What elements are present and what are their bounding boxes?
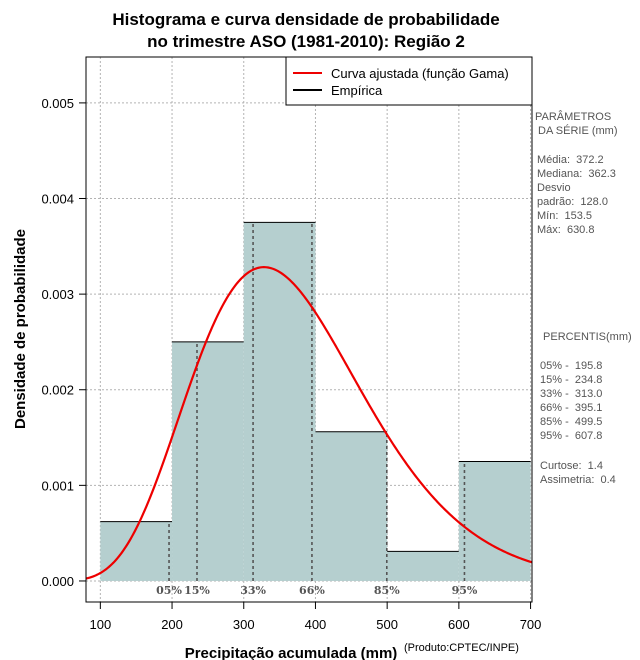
percentile-label-85: 85% bbox=[374, 584, 400, 597]
histogram-bar-4 bbox=[315, 431, 388, 581]
x-tick-label: 700 bbox=[520, 617, 542, 632]
product-credit: (Produto:CPTEC/INPE) bbox=[404, 642, 519, 654]
x-tick-label: 300 bbox=[233, 617, 255, 632]
y-axis: 0.000 0.001 0.002 0.003 0.004 0.005 bbox=[41, 96, 86, 589]
fitted-gamma-curve bbox=[85, 266, 533, 580]
percentil-95: 95% - 607.8 bbox=[540, 430, 602, 442]
params-title-line-2: DA SÉRIE (mm) bbox=[535, 124, 618, 137]
chart-title-line-1: Histograma e curva densidade de probabil… bbox=[112, 10, 499, 29]
y-tick-label: 0.000 bbox=[41, 574, 74, 589]
percentile-label-95: 95% bbox=[452, 584, 478, 597]
y-axis-title: Densidade de probabilidade bbox=[12, 229, 29, 429]
fitted-curve-layer bbox=[85, 266, 533, 580]
histogram-bars bbox=[100, 221, 531, 581]
x-tick-label: 400 bbox=[305, 617, 327, 632]
series-parameters-panel: PARÂMETROS DA SÉRIE (mm) Média: 372.2 Me… bbox=[535, 110, 618, 236]
legend-label-empirical: Empírica bbox=[331, 83, 383, 98]
param-median: Mediana: 362.3 bbox=[537, 168, 616, 180]
percentile-label-66: 66% bbox=[299, 584, 325, 597]
param-sd-label: Desvio bbox=[537, 182, 571, 194]
param-sd-value: padrão: 128.0 bbox=[537, 196, 608, 208]
histogram-bar-6 bbox=[458, 461, 531, 581]
histogram-bar-1 bbox=[100, 521, 173, 581]
percentil-05: 05% - 195.8 bbox=[540, 360, 602, 372]
histogram-bar-2 bbox=[172, 341, 244, 581]
legend-label-fitted-curve: Curva ajustada (função Gama) bbox=[331, 66, 509, 81]
percentis-title: PERCENTIS(mm) bbox=[540, 331, 632, 343]
percentiles-panel: PERCENTIS(mm) 05% - 195.8 15% - 234.8 33… bbox=[540, 331, 632, 486]
param-min: Mín: 153.5 bbox=[537, 210, 592, 222]
percentil-85: 85% - 499.5 bbox=[540, 416, 602, 428]
y-tick-label: 0.002 bbox=[41, 383, 74, 398]
x-tick-label: 100 bbox=[89, 617, 111, 632]
percentile-label-15: 15% bbox=[184, 584, 210, 597]
percentil-66: 66% - 395.1 bbox=[540, 402, 602, 414]
legend: Curva ajustada (função Gama) Empírica bbox=[285, 56, 533, 106]
legend-box bbox=[285, 56, 533, 106]
percentil-15: 15% - 234.8 bbox=[540, 374, 602, 386]
y-tick-label: 0.004 bbox=[41, 192, 74, 207]
param-mean: Média: 372.2 bbox=[537, 154, 604, 166]
y-tick-label: 0.001 bbox=[41, 478, 74, 493]
chart-title-line-2: no trimestre ASO (1981-2010): Região 2 bbox=[147, 32, 465, 51]
params-title-line-1: PARÂMETROS bbox=[535, 110, 611, 123]
x-axis: 100 200 300 400 500 600 700 bbox=[89, 602, 541, 632]
x-tick-label: 200 bbox=[161, 617, 183, 632]
percentile-label-33: 33% bbox=[240, 584, 266, 597]
param-max: Máx: 630.8 bbox=[537, 224, 594, 236]
x-tick-label: 600 bbox=[448, 617, 470, 632]
percentil-33: 33% - 313.0 bbox=[540, 388, 602, 400]
skewness: Assimetria: 0.4 bbox=[540, 474, 616, 486]
x-tick-label: 500 bbox=[376, 617, 398, 632]
x-axis-title: Precipitação acumulada (mm) bbox=[185, 645, 398, 660]
histogram-bar-3 bbox=[243, 222, 316, 581]
histogram-bar-5 bbox=[387, 551, 459, 581]
percentile-label-05: 05% bbox=[156, 584, 182, 597]
kurtosis: Curtose: 1.4 bbox=[540, 460, 603, 472]
y-tick-label: 0.003 bbox=[41, 287, 74, 302]
percentile-markers: 05% 15% 33% 66% 85% 95% bbox=[156, 222, 478, 597]
y-tick-label: 0.005 bbox=[41, 96, 74, 111]
